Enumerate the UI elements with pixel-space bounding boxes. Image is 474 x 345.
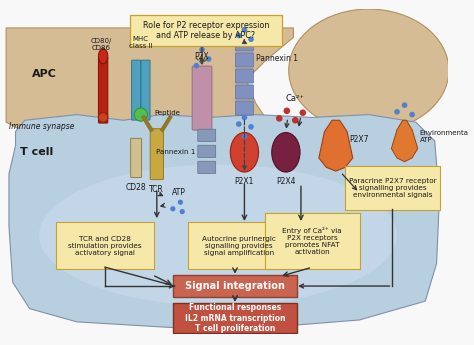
Circle shape: [300, 109, 306, 116]
Circle shape: [236, 121, 242, 127]
Circle shape: [248, 37, 254, 42]
Text: ATP: ATP: [172, 188, 185, 197]
Circle shape: [236, 33, 242, 38]
FancyBboxPatch shape: [173, 275, 297, 297]
FancyBboxPatch shape: [130, 15, 282, 46]
Text: Autocrine purinergic
signalling provides
signal amplification: Autocrine purinergic signalling provides…: [202, 236, 276, 256]
Circle shape: [134, 108, 147, 121]
FancyBboxPatch shape: [173, 304, 297, 333]
FancyBboxPatch shape: [198, 129, 216, 141]
Circle shape: [276, 115, 283, 122]
Text: T cell: T cell: [20, 147, 54, 157]
FancyBboxPatch shape: [131, 138, 142, 178]
FancyBboxPatch shape: [99, 57, 108, 123]
FancyBboxPatch shape: [236, 37, 254, 51]
Circle shape: [242, 115, 247, 120]
Circle shape: [178, 199, 183, 205]
Circle shape: [170, 206, 175, 211]
Ellipse shape: [99, 49, 108, 64]
Polygon shape: [9, 115, 439, 327]
Circle shape: [242, 134, 247, 139]
Text: P2X: P2X: [195, 52, 210, 61]
Polygon shape: [6, 28, 293, 131]
FancyBboxPatch shape: [236, 53, 254, 67]
Text: Pannexin 1: Pannexin 1: [256, 53, 298, 62]
Text: P2X7: P2X7: [349, 135, 368, 144]
Circle shape: [206, 56, 211, 62]
Circle shape: [409, 112, 415, 117]
Circle shape: [99, 113, 108, 122]
Circle shape: [248, 124, 254, 130]
FancyBboxPatch shape: [198, 145, 216, 157]
FancyBboxPatch shape: [132, 60, 141, 120]
Ellipse shape: [230, 132, 258, 172]
FancyBboxPatch shape: [236, 85, 254, 99]
Circle shape: [394, 109, 400, 115]
Circle shape: [199, 47, 205, 52]
Polygon shape: [392, 120, 418, 162]
Text: CD28: CD28: [126, 184, 146, 193]
FancyBboxPatch shape: [236, 101, 254, 115]
Text: Immune synapse: Immune synapse: [9, 122, 74, 131]
Circle shape: [180, 209, 185, 214]
FancyBboxPatch shape: [192, 66, 212, 130]
Text: TCR: TCR: [149, 185, 164, 194]
Text: MHC
class II: MHC class II: [129, 36, 153, 49]
Text: Entry of Ca²⁺ via
P2X receptors
promotes NFAT
activation: Entry of Ca²⁺ via P2X receptors promotes…: [283, 227, 342, 255]
FancyBboxPatch shape: [150, 129, 164, 180]
Text: Ca²⁺: Ca²⁺: [286, 94, 305, 103]
FancyBboxPatch shape: [236, 69, 254, 83]
FancyBboxPatch shape: [141, 60, 150, 120]
Text: P2X4: P2X4: [276, 177, 296, 186]
Text: Peptide: Peptide: [154, 110, 180, 116]
FancyBboxPatch shape: [56, 223, 154, 269]
Text: P2X1: P2X1: [235, 177, 254, 186]
Text: Role for P2 receptor expression
and ATP release by APC?: Role for P2 receptor expression and ATP …: [143, 21, 269, 40]
FancyBboxPatch shape: [198, 161, 216, 174]
Text: TCR and CD28
stimulation provides
activatory signal: TCR and CD28 stimulation provides activa…: [68, 236, 142, 256]
Text: CD80/
CD86: CD80/ CD86: [91, 38, 112, 51]
Ellipse shape: [289, 9, 449, 131]
FancyBboxPatch shape: [345, 166, 440, 210]
Circle shape: [242, 27, 247, 33]
Ellipse shape: [272, 132, 300, 172]
Polygon shape: [319, 120, 353, 171]
Text: Signal integration: Signal integration: [185, 281, 285, 291]
Text: Pannexin 1: Pannexin 1: [156, 149, 195, 155]
FancyBboxPatch shape: [188, 223, 290, 269]
Text: Paracrine P2X7 receptor
signalling provides
environmental signals: Paracrine P2X7 receptor signalling provi…: [348, 178, 436, 198]
FancyBboxPatch shape: [264, 213, 360, 269]
Text: Environmenta
ATP: Environmenta ATP: [419, 130, 469, 143]
Circle shape: [193, 63, 199, 68]
Text: APC: APC: [32, 69, 56, 79]
Circle shape: [402, 102, 407, 108]
Circle shape: [283, 108, 290, 114]
Circle shape: [292, 117, 299, 124]
Ellipse shape: [39, 165, 397, 306]
Text: Functional responses
IL2 mRNA transcription
T cell proliferation: Functional responses IL2 mRNA transcript…: [185, 303, 285, 333]
